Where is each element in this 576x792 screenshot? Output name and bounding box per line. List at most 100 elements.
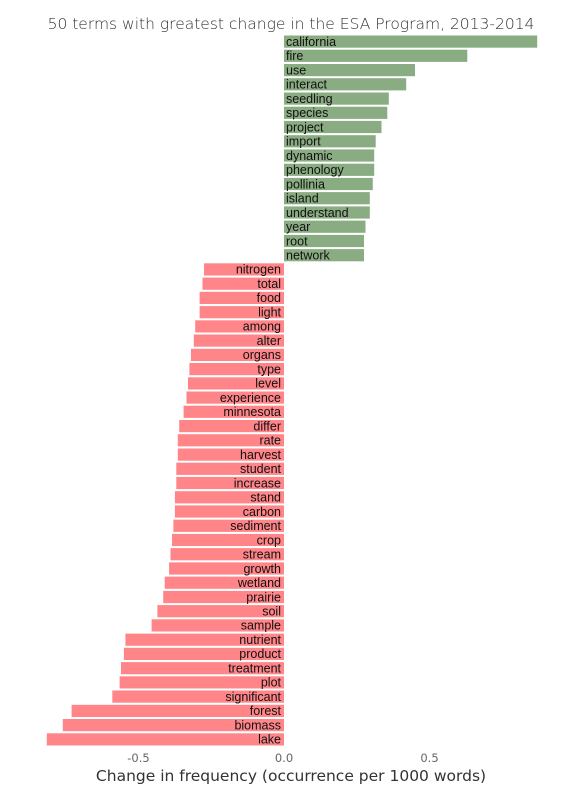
bar-growth: [169, 562, 284, 575]
term-label-alter: alter: [257, 334, 281, 348]
bar-import: [284, 135, 376, 148]
bar-treatment: [121, 662, 284, 675]
bar-species: [284, 106, 388, 119]
chart-title: 50 terms with greatest change in the ESA…: [48, 15, 535, 33]
term-label-student: student: [240, 462, 282, 476]
term-label-total: total: [257, 277, 281, 291]
term-label-forest: forest: [250, 704, 282, 718]
bar-year: [284, 220, 366, 233]
x-tick-label: -0.5: [127, 751, 149, 765]
bar-sample: [151, 619, 284, 632]
term-label-type: type: [257, 362, 281, 376]
bar-product: [123, 647, 285, 660]
term-label-experience: experience: [220, 391, 281, 405]
bar-stream: [170, 548, 284, 561]
term-label-interact: interact: [286, 78, 328, 92]
term-label-year: year: [286, 220, 310, 234]
bar-phenology: [284, 163, 375, 176]
term-label-among: among: [243, 320, 281, 334]
bar-prairie: [163, 590, 284, 604]
bar-sediment: [173, 519, 284, 532]
bar-harvest: [177, 448, 284, 461]
term-label-increase: increase: [234, 476, 281, 490]
term-label-minnesota: minnesota: [223, 405, 281, 419]
term-label-carbon: carbon: [243, 505, 281, 519]
bar-experience: [186, 391, 284, 404]
bar-plot: [119, 676, 284, 689]
term-label-stand: stand: [250, 491, 281, 505]
bar-soil: [157, 605, 284, 618]
term-label-species: species: [286, 106, 328, 120]
bar-biomass: [62, 719, 284, 732]
term-label-import: import: [286, 135, 321, 149]
bar-root: [284, 234, 364, 248]
bar-type: [189, 363, 284, 376]
bar-project: [284, 120, 382, 134]
term-label-food: food: [257, 291, 281, 305]
bar-minnesota: [183, 405, 284, 418]
bar-differ: [179, 420, 284, 433]
term-label-growth: growth: [243, 562, 281, 576]
bar-light: [199, 306, 284, 319]
x-tick-label: 0.0: [275, 751, 293, 765]
term-label-harvest: harvest: [240, 448, 282, 462]
bar-use: [284, 64, 415, 77]
term-labels-group: californiafireuseinteractseedlingspecies…: [220, 35, 349, 747]
bar-nitrogen: [204, 263, 284, 276]
term-label-rate: rate: [259, 434, 281, 448]
term-label-dynamic: dynamic: [286, 149, 333, 163]
bar-wetland: [164, 576, 284, 589]
bar-level: [188, 377, 284, 390]
term-label-stream: stream: [243, 548, 281, 562]
term-label-sediment: sediment: [230, 519, 281, 533]
bar-student: [176, 462, 284, 475]
term-label-root: root: [286, 234, 308, 248]
term-label-crop: crop: [257, 533, 281, 547]
term-label-biomass: biomass: [234, 718, 281, 732]
bar-california: [284, 35, 538, 48]
bar-carbon: [174, 505, 284, 518]
bar-crop: [172, 533, 284, 547]
bar-total: [202, 277, 284, 290]
term-label-light: light: [258, 306, 281, 320]
bar-pollinia: [284, 177, 373, 191]
term-label-soil: soil: [262, 605, 281, 619]
term-label-product: product: [239, 647, 281, 661]
bar-fire: [284, 49, 468, 62]
term-label-prairie: prairie: [246, 590, 281, 604]
bar-network: [284, 249, 364, 262]
term-label-pollinia: pollinia: [286, 177, 325, 191]
term-label-level: level: [255, 377, 281, 391]
term-label-sample: sample: [241, 619, 281, 633]
bars-group: [46, 35, 538, 746]
bar-among: [195, 320, 284, 333]
bar-organs: [190, 348, 284, 361]
bar-stand: [174, 491, 284, 504]
term-label-california: california: [286, 35, 336, 49]
bar-significant: [112, 690, 284, 703]
bar-island: [284, 192, 370, 205]
term-label-network: network: [286, 249, 331, 263]
term-label-plot: plot: [261, 676, 282, 690]
bar-seedling: [284, 92, 389, 105]
term-label-differ: differ: [253, 419, 281, 433]
term-label-wetland: wetland: [237, 576, 281, 590]
bar-lake: [46, 733, 284, 746]
bar-nutrient: [125, 633, 285, 646]
bar-understand: [284, 206, 370, 219]
x-tick-label: 0.5: [420, 751, 438, 765]
bar-alter: [193, 334, 284, 347]
bar-forest: [71, 704, 284, 717]
bar-food: [199, 291, 284, 304]
term-label-phenology: phenology: [286, 163, 344, 177]
term-label-use: use: [286, 63, 306, 77]
term-label-treatment: treatment: [228, 662, 281, 676]
bar-dynamic: [284, 149, 375, 162]
term-label-nitrogen: nitrogen: [236, 263, 281, 277]
term-label-island: island: [286, 192, 319, 206]
term-label-lake: lake: [258, 733, 281, 747]
term-label-nutrient: nutrient: [239, 633, 281, 647]
bar-increase: [176, 476, 284, 490]
